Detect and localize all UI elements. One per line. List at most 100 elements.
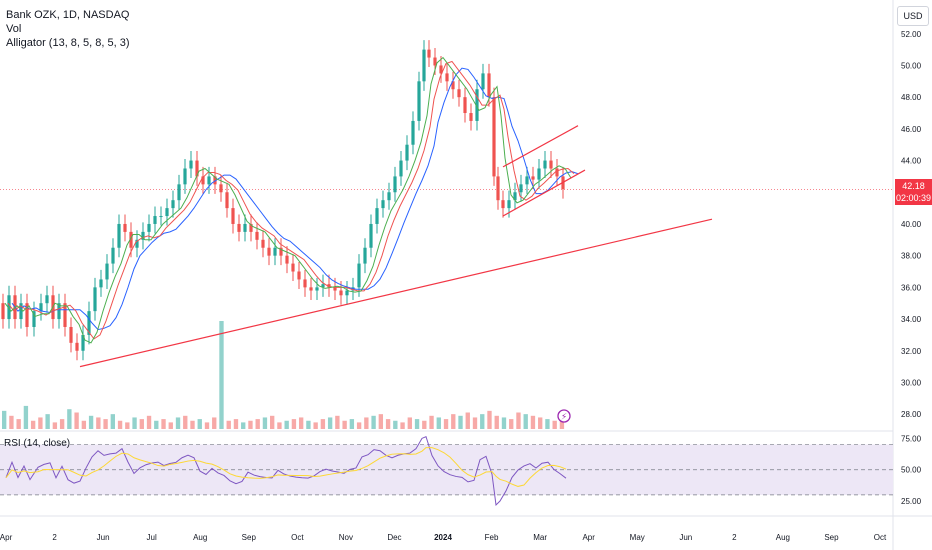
candle-body — [189, 160, 193, 169]
candle-body — [327, 284, 331, 288]
candle-body — [285, 255, 289, 264]
candle-body — [375, 208, 379, 224]
candle-body — [63, 303, 67, 327]
volume-bar — [74, 412, 79, 429]
rsi-axis-tick: 25.00 — [901, 497, 922, 506]
trendline — [79, 218, 713, 368]
candle-body — [492, 97, 496, 177]
candle-body — [249, 223, 253, 232]
volume-bar — [88, 415, 94, 429]
volume-bar — [342, 420, 347, 429]
volume-bar — [472, 417, 478, 429]
candle-body — [501, 200, 505, 209]
volume-bar — [530, 415, 536, 429]
candle-body — [297, 271, 301, 280]
volume-bar — [270, 415, 275, 429]
price-axis-tick: 48.00 — [901, 93, 922, 102]
candle-body — [507, 200, 511, 209]
volume-bar — [190, 420, 195, 429]
candle-body — [219, 184, 223, 193]
candle-body — [99, 279, 103, 288]
candle-body — [525, 176, 529, 185]
volume-bar — [284, 420, 289, 429]
volume-bar — [248, 420, 253, 429]
alligator-indicator-label[interactable]: Alligator (13, 8, 5, 8, 5, 3) — [6, 37, 130, 49]
lightning-icon: ⚡ — [561, 413, 567, 423]
time-axis-tick: Oct — [874, 533, 887, 542]
event-marker-icon — [557, 409, 571, 423]
candle-body — [159, 216, 163, 218]
volume-bar — [81, 420, 87, 429]
volume-bar — [298, 417, 304, 429]
trendlines[interactable] — [79, 125, 713, 368]
price-axis-tick: 40.00 — [901, 220, 922, 229]
candle-body — [417, 81, 421, 121]
alligator-jaw-line — [11, 67, 579, 331]
candle-body — [405, 144, 409, 161]
candlesticks[interactable] — [1, 40, 565, 361]
volume-bar — [212, 417, 217, 429]
time-axis-tick: Feb — [485, 533, 499, 542]
candle-body — [87, 311, 91, 335]
alligator-lips-line — [4, 56, 572, 344]
candle-body — [543, 160, 547, 169]
last-price-tag: 42.18 02:00:39 — [895, 179, 932, 205]
candle-body — [279, 247, 283, 256]
rsi-line — [5, 435, 567, 507]
volume-bar — [356, 422, 362, 429]
candle-body — [111, 247, 115, 264]
volume-bar — [52, 422, 58, 429]
candle-body — [445, 73, 449, 82]
candle-body — [321, 284, 325, 288]
time-axis-tick: Mar — [533, 533, 547, 542]
volume-bar — [385, 419, 391, 429]
volume-bar — [465, 412, 470, 429]
candle-body — [147, 223, 151, 232]
volume-bar — [313, 422, 318, 429]
price-axis-tick: 36.00 — [901, 283, 922, 292]
candle-body — [255, 231, 259, 240]
volume-bar — [219, 321, 224, 429]
candle-body — [135, 239, 139, 248]
volume-bar — [494, 415, 499, 429]
trendline — [502, 125, 579, 168]
currency-button[interactable]: USD — [897, 6, 929, 26]
candle-body — [25, 303, 29, 327]
price-axis-tick: 34.00 — [901, 315, 922, 324]
volume-bar — [559, 419, 565, 429]
volume-bar — [2, 410, 7, 429]
rsi-pane[interactable] — [0, 435, 893, 507]
time-axis-tick: Jun — [97, 533, 110, 542]
volume-bar — [45, 414, 50, 429]
candle-body — [117, 223, 121, 248]
candle-body — [463, 97, 467, 114]
price-axis-tick: 46.00 — [901, 125, 922, 134]
volume-bar — [443, 419, 449, 429]
candle-body — [393, 176, 397, 193]
candle-body — [153, 216, 157, 224]
candle-body — [451, 81, 455, 90]
candle-body — [531, 176, 535, 180]
price-axis-tick: 32.00 — [901, 347, 922, 356]
volume-bar — [364, 417, 369, 429]
rsi-axis-tick: 50.00 — [901, 466, 922, 475]
candle-body — [273, 247, 277, 256]
trendline — [502, 169, 586, 217]
rsi-indicator-label[interactable]: RSI (14, close) — [4, 438, 71, 449]
candle-body — [387, 192, 391, 201]
candle-body — [1, 303, 5, 320]
volume-bar — [371, 415, 376, 429]
rsi-axis-tick: 75.00 — [901, 434, 922, 443]
volume-bar — [96, 417, 101, 429]
bar-countdown: 02:00:39 — [895, 193, 932, 203]
time-axis-tick: Dec — [387, 533, 401, 542]
candle-body — [39, 303, 43, 312]
symbol-title[interactable]: Bank OZK, 1D, NASDAQ — [6, 9, 130, 21]
candle-body — [439, 65, 443, 74]
volume-bar — [9, 415, 14, 429]
candle-body — [93, 287, 97, 312]
volume-indicator-label[interactable]: Vol — [6, 23, 22, 35]
time-axis-tick: 2024 — [434, 533, 452, 542]
volume-bar — [414, 419, 420, 429]
